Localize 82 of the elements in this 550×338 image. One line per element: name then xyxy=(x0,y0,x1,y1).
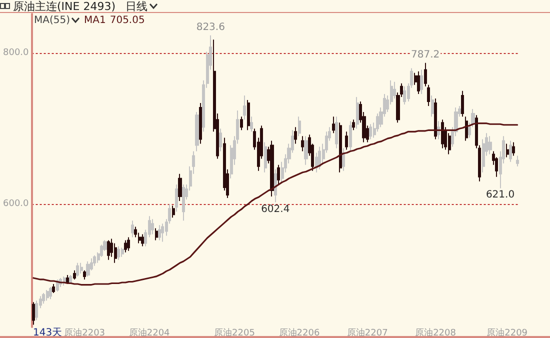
candlestick xyxy=(332,116,335,134)
candlestick xyxy=(182,184,185,222)
candlestick xyxy=(335,116,338,149)
candlestick xyxy=(131,220,134,238)
candlestick xyxy=(294,126,297,144)
candlestick xyxy=(488,136,492,155)
candlestick xyxy=(339,122,342,173)
candlestick xyxy=(298,116,301,137)
candlestick xyxy=(107,240,110,260)
candlestick xyxy=(93,254,96,266)
candlestick xyxy=(46,290,49,302)
candlestick xyxy=(509,140,512,162)
candlestick xyxy=(175,184,178,212)
candlestick xyxy=(127,236,130,252)
line-series xyxy=(32,122,518,286)
candlestick xyxy=(151,218,154,235)
candlestick xyxy=(80,262,83,274)
candlestick xyxy=(424,62,427,87)
candlestick xyxy=(86,260,90,277)
candlestick xyxy=(441,119,444,149)
candlestick xyxy=(219,128,222,152)
candlestick xyxy=(161,223,164,242)
y-tick-label: 600.0 xyxy=(3,199,30,210)
chart-subtitle: 日线 xyxy=(126,0,148,14)
candlestick xyxy=(301,136,304,152)
candlestick xyxy=(277,164,280,185)
candlestick xyxy=(434,98,437,140)
candlestick xyxy=(52,284,55,294)
candlestick xyxy=(76,262,79,277)
candlestick xyxy=(264,142,267,173)
chart-title: 原油主连(INE 2493) xyxy=(13,0,116,14)
candlestick xyxy=(32,302,35,326)
annotation: 823.6 xyxy=(196,22,225,33)
candlestick xyxy=(250,116,253,132)
candlestick xyxy=(369,124,372,140)
candlestick xyxy=(42,292,45,304)
candlestick xyxy=(114,242,117,264)
candlestick xyxy=(73,270,76,280)
candlestick xyxy=(274,168,277,203)
candlestick xyxy=(506,143,509,158)
candlestick xyxy=(417,70,420,94)
candlestick xyxy=(117,246,120,260)
annotation: 787.2 xyxy=(410,49,440,60)
annotation: 602.4 xyxy=(261,204,290,215)
y-tick-label: 800.0 xyxy=(3,48,30,58)
candlestick xyxy=(158,224,161,241)
candlestick xyxy=(349,120,352,152)
candlestick xyxy=(195,112,199,152)
annotation: 143天 xyxy=(33,328,62,338)
text: MA1 xyxy=(84,15,106,26)
candlestick xyxy=(345,131,348,150)
annotation: MA(55) xyxy=(34,15,70,26)
candlestick xyxy=(318,146,321,170)
candlestick xyxy=(304,136,308,166)
candlestick xyxy=(49,286,52,300)
candlestick xyxy=(172,205,175,218)
candlestick xyxy=(431,94,434,118)
candlestick xyxy=(270,140,274,198)
candlestick xyxy=(420,69,423,94)
candlestick xyxy=(465,116,468,142)
candlestick xyxy=(356,96,359,130)
candlestick xyxy=(427,84,430,107)
candlestick xyxy=(178,173,182,202)
candlestick xyxy=(35,300,38,321)
candlestick xyxy=(512,142,515,156)
candlestick xyxy=(66,274,69,285)
candlestick xyxy=(141,234,144,247)
candlestick xyxy=(121,247,124,258)
candlestick xyxy=(199,102,202,144)
candlestick xyxy=(240,116,243,131)
annotation: 621.0 xyxy=(486,190,515,201)
candlestick xyxy=(69,274,72,285)
candlestick xyxy=(247,99,250,131)
candlestick xyxy=(352,119,355,131)
candlestick xyxy=(83,270,86,280)
candlestick xyxy=(461,90,464,118)
candlestick xyxy=(516,155,519,167)
candlestick xyxy=(403,86,406,106)
candlestick xyxy=(155,228,158,241)
annotation: 705.05 xyxy=(110,15,145,26)
candlestick xyxy=(124,240,127,253)
candlestick xyxy=(243,94,246,120)
